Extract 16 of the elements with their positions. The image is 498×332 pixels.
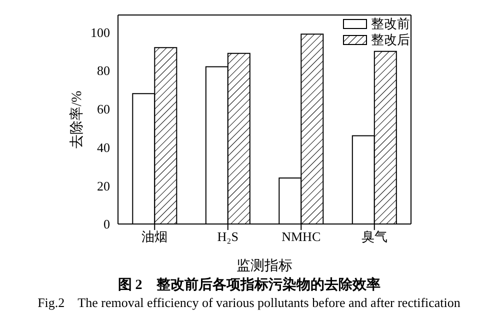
- y-tick-label: 0: [104, 216, 110, 232]
- x-axis-title: 监测指标: [236, 258, 292, 274]
- legend-label: 整改后: [371, 32, 410, 48]
- legend-label: 整改前: [371, 16, 410, 32]
- y-tick-label: 80: [97, 63, 110, 78]
- text: 图 2 整改前后各项指标污染物的去除效率: [116, 276, 382, 294]
- x-tick-label: NMHC: [282, 229, 321, 244]
- y-tick-label: 60: [97, 102, 110, 117]
- x-tick-label: H₂S: [217, 229, 238, 244]
- y-tick-label: 20: [97, 178, 110, 194]
- y-axis-title: 去除率/%: [68, 90, 85, 148]
- x-tick-label: 臭气: [361, 229, 388, 244]
- text: Fig.2 The removal efficiency of various pollutants before and after rectification: [36, 294, 462, 312]
- y-tick-label: 40: [97, 140, 110, 155]
- x-tick-label: 油烟: [142, 229, 168, 244]
- y-tick-label: 100: [90, 24, 110, 40]
